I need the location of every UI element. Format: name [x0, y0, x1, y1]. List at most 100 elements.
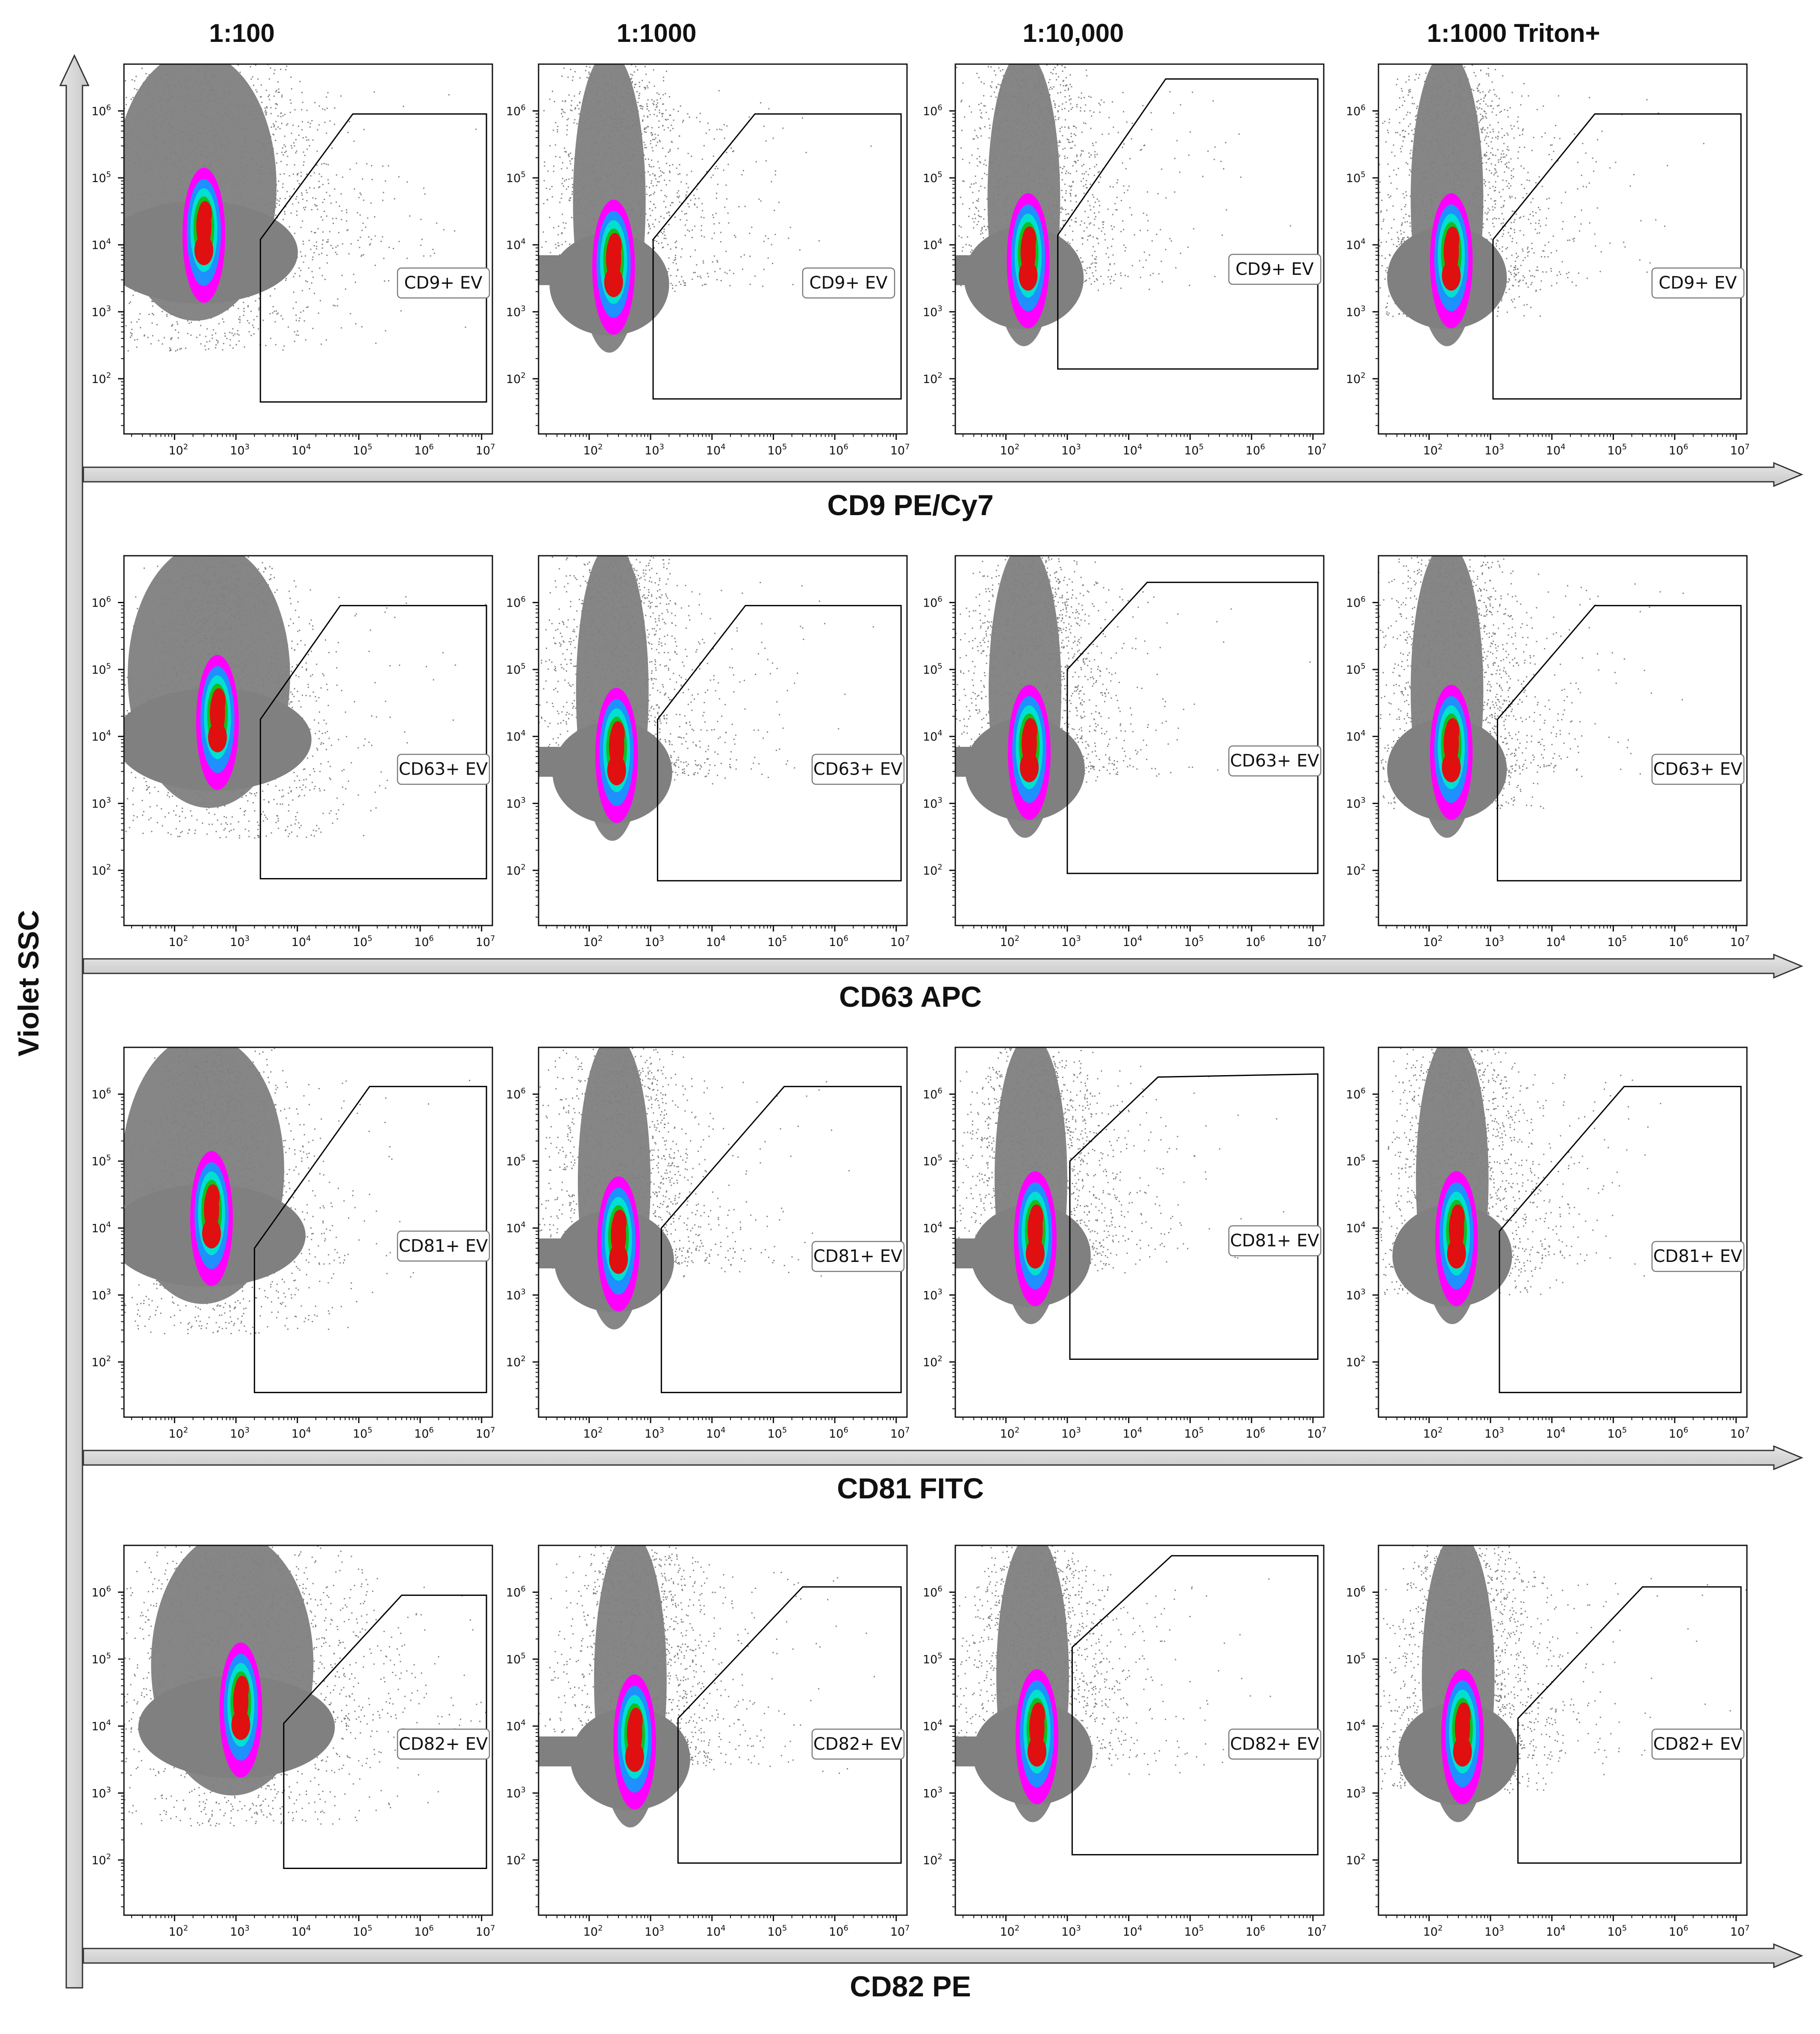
x-tick-label: 102: [1000, 934, 1019, 949]
x-tick-label: 103: [230, 1426, 250, 1441]
gate-label: CD63+ EV: [1228, 745, 1322, 777]
gate-label-text: CD63+ EV: [1653, 760, 1743, 779]
gate-polygon: [660, 1086, 902, 1393]
density-peak: [1453, 1736, 1472, 1767]
gate-polygon: [1066, 581, 1319, 874]
x-axis-ticks: 102 103 104 105 106 107: [545, 1915, 910, 1939]
x-tick-label: 103: [1061, 1924, 1081, 1939]
y-tick-label: 103: [506, 1785, 526, 1800]
x-tick-label: 106: [1246, 1924, 1265, 1939]
dot-plot-panel: CD9+ EV 102 103 104 105 106 107 102 103 104 105 106: [1346, 63, 1750, 457]
gate-label-text: CD9+ EV: [1658, 273, 1737, 293]
density-peak: [1446, 718, 1460, 744]
density-peak: [608, 233, 622, 259]
x-tick-label: 105: [1184, 1426, 1204, 1441]
x-tick-label: 102: [1423, 1426, 1443, 1441]
density-peak: [208, 722, 227, 752]
x-tick-label: 104: [1546, 934, 1566, 949]
x-tick-label: 105: [1184, 1924, 1204, 1939]
gate-label: CD63+ EV: [1651, 754, 1745, 785]
y-tick-label: 104: [91, 237, 111, 252]
y-tick-label: 106: [506, 1086, 526, 1101]
plot-frame: [123, 63, 493, 435]
gate-label: CD9+ EV: [1228, 254, 1322, 285]
gate-label-box: [811, 1241, 905, 1272]
x-tick-label: 106: [414, 934, 434, 949]
plot-frame: [954, 63, 1325, 435]
density-peak: [1451, 1204, 1465, 1230]
gate-polygon: [259, 113, 487, 403]
x-axis-ticks: 102 103 104 105 106 107: [962, 926, 1327, 949]
y-tick-label: 102: [923, 863, 942, 878]
y-axis-arrow: Violet SSC: [12, 54, 90, 1989]
y-tick-label: 102: [923, 1852, 942, 1867]
gate-polygon: [1492, 113, 1742, 400]
y-tick-label: 105: [1346, 1651, 1366, 1666]
density-peak: [1029, 1204, 1043, 1230]
y-tick-label: 102: [506, 371, 526, 386]
plot-frame: [954, 1545, 1325, 1916]
plot-frame: [1378, 63, 1748, 435]
x-tick-label: 104: [1123, 1924, 1143, 1939]
gate-label-text: CD82+ EV: [1230, 1734, 1319, 1754]
event-cloud: [1378, 1047, 1672, 1324]
y-tick-label: 104: [91, 729, 111, 744]
column-title: 1:100: [209, 19, 274, 47]
x-tick-label: 102: [1000, 1924, 1019, 1939]
dot-plot-panel: CD9+ EV 102 103 104 105 106 107 102 103 104 105 106: [91, 63, 495, 457]
x-tick-label: 103: [1061, 442, 1081, 457]
y-axis-ticks: 102 103 104 105 106: [506, 1086, 539, 1409]
x-tick-label: 102: [168, 1426, 188, 1441]
y-axis-ticks: 102 103 104 105 106: [91, 1584, 124, 1907]
y-tick-label: 102: [1346, 863, 1366, 878]
gate-label-box: [1651, 267, 1745, 299]
y-tick-label: 105: [506, 1651, 526, 1666]
events: [1378, 64, 1590, 318]
x-tick-label: 102: [583, 442, 603, 457]
x-tick-label: 104: [292, 934, 311, 949]
y-tick-label: 103: [923, 304, 942, 319]
y-tick-label: 104: [506, 237, 526, 252]
x-tick-label: 106: [1246, 442, 1265, 457]
x-axis-arrow: [82, 462, 1803, 487]
y-tick-label: 102: [91, 1354, 111, 1369]
x-axis-ticks: 102 103 104 105 106 107: [962, 1915, 1327, 1939]
y-axis-ticks: 102 103 104 105 106: [91, 1086, 124, 1409]
x-axis-arrow: [82, 1943, 1803, 1969]
y-tick-label: 105: [91, 1651, 111, 1666]
y-tick-label: 104: [506, 1220, 526, 1235]
x-tick-label: 104: [706, 1924, 726, 1939]
y-tick-label: 105: [1346, 1153, 1366, 1168]
gate-polygon: [253, 1086, 487, 1393]
y-tick-label: 105: [506, 1153, 526, 1168]
x-tick-label: 102: [168, 934, 188, 949]
x-tick-label: 107: [1307, 1924, 1327, 1939]
x-tick-label: 103: [230, 934, 250, 949]
x-axis-arrow: [82, 1445, 1803, 1471]
gate-label-box: [397, 754, 490, 785]
y-tick-label: 103: [1346, 796, 1366, 811]
y-axis-ticks: 102 103 104 105 106: [506, 103, 539, 426]
x-tick-label: 102: [1000, 1426, 1019, 1441]
x-tick-label: 103: [1484, 1426, 1504, 1441]
y-tick-label: 102: [923, 1354, 942, 1369]
x-tick-label: 107: [890, 1426, 910, 1441]
plot-frame: [1378, 1046, 1748, 1418]
sparse-events: [640, 90, 891, 292]
row-x-axis-label: CD82 PE: [850, 1970, 971, 2003]
x-tick-label: 107: [1730, 1924, 1750, 1939]
y-tick-label: 102: [91, 1852, 111, 1867]
gate-label-box: [1651, 1728, 1745, 1760]
x-axis-ticks: 102 103 104 105 106 107: [1385, 434, 1750, 457]
gate-label: CD63+ EV: [397, 754, 490, 785]
y-axis-ticks: 102 103 104 105 106: [1346, 1086, 1378, 1409]
x-tick-label: 104: [1546, 1426, 1566, 1441]
x-tick-label: 104: [706, 442, 726, 457]
gate-label: CD9+ EV: [802, 267, 895, 299]
x-tick-label: 106: [829, 1426, 848, 1441]
